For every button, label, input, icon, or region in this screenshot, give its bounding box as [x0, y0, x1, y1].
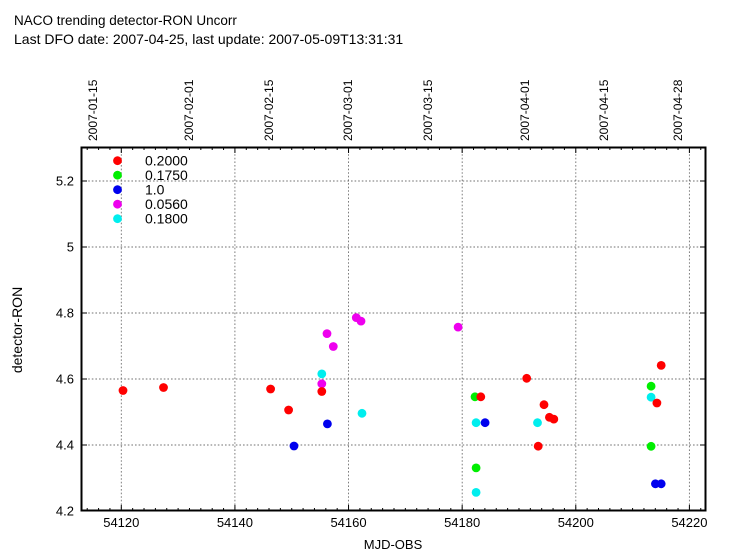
svg-text:2007-04-28: 2007-04-28: [671, 79, 685, 141]
svg-text:54160: 54160: [330, 515, 366, 530]
svg-text:4.2: 4.2: [56, 504, 74, 519]
svg-text:0.1800: 0.1800: [145, 211, 188, 227]
svg-text:5: 5: [67, 240, 74, 255]
svg-text:2007-02-01: 2007-02-01: [182, 79, 196, 141]
svg-text:54200: 54200: [558, 515, 594, 530]
svg-text:54120: 54120: [103, 515, 139, 530]
svg-text:54140: 54140: [217, 515, 253, 530]
svg-text:5.2: 5.2: [56, 174, 74, 189]
svg-text:MJD-OBS: MJD-OBS: [364, 537, 423, 552]
svg-text:detector-RON: detector-RON: [9, 287, 25, 373]
svg-text:4.4: 4.4: [56, 438, 74, 453]
svg-text:2007-04-01: 2007-04-01: [518, 79, 532, 141]
svg-text:4.6: 4.6: [56, 372, 74, 387]
svg-text:2007-03-01: 2007-03-01: [341, 79, 355, 141]
svg-text:2007-04-15: 2007-04-15: [597, 79, 611, 141]
svg-text:2007-01-15: 2007-01-15: [86, 79, 100, 141]
svg-text:2007-02-15: 2007-02-15: [262, 79, 276, 141]
svg-text:54180: 54180: [444, 515, 480, 530]
svg-text:4.8: 4.8: [56, 306, 74, 321]
svg-text:54220: 54220: [671, 515, 707, 530]
svg-text:2007-03-15: 2007-03-15: [421, 79, 435, 141]
